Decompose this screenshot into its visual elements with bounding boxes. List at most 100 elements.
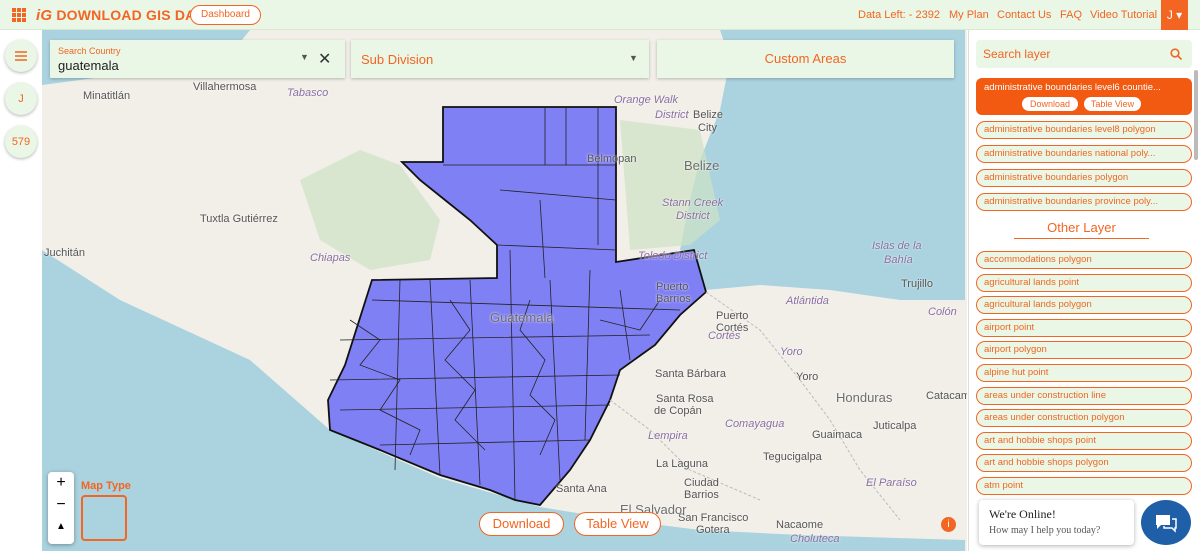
- map-label: Belmopan: [587, 153, 637, 165]
- map-label: District: [676, 210, 710, 222]
- dashboard-button[interactable]: Dashboard: [190, 5, 261, 25]
- map-label: Trujillo: [901, 278, 933, 290]
- chat-subtitle: How may I help you today?: [989, 525, 1101, 536]
- field-value: guatemala: [58, 58, 119, 73]
- map-label: La Laguna: [656, 458, 708, 470]
- map-label: Guaimaca: [812, 429, 863, 441]
- header: iG DOWNLOAD GIS DATA Dashboard Data Left…: [0, 0, 1200, 30]
- map-label: District: [655, 109, 689, 121]
- user-menu[interactable]: J ▾: [1161, 0, 1188, 30]
- search-icon: [1170, 48, 1182, 60]
- map-label: El Paraíso: [866, 477, 917, 489]
- map-canvas: [42, 30, 965, 551]
- map-label: Stann Creek: [662, 197, 724, 209]
- layer-panel: Search layer administrative boundaries l…: [968, 30, 1200, 551]
- download-button[interactable]: Download: [479, 512, 564, 536]
- map-label: City: [698, 122, 717, 134]
- map-label: Puerto: [656, 281, 689, 293]
- layer-search[interactable]: Search layer: [976, 40, 1192, 68]
- clear-button[interactable]: ✕: [318, 51, 332, 68]
- map-label: Orange Walk: [614, 94, 678, 106]
- subdivision-select[interactable]: Sub Division ▼: [351, 40, 649, 78]
- zoom-controls: + − ▲: [48, 472, 74, 544]
- borders: [609, 291, 901, 521]
- nav-link[interactable]: Contact Us: [997, 9, 1052, 21]
- map-type-thumbnail[interactable]: [81, 495, 127, 541]
- forest: [300, 150, 440, 270]
- nav-link[interactable]: Video Tutorial: [1090, 9, 1158, 21]
- apps-icon[interactable]: [12, 8, 26, 22]
- layer-item[interactable]: art and hobbie shops point: [976, 431, 1192, 450]
- sea: [680, 30, 965, 300]
- user-button[interactable]: J: [5, 83, 37, 115]
- layer-item[interactable]: art and hobbie shops polygon: [976, 454, 1192, 473]
- layer-item[interactable]: administrative boundaries level8 polygon: [976, 121, 1192, 139]
- map-label: Belize: [684, 158, 720, 173]
- zoom-out[interactable]: −: [56, 496, 66, 513]
- logo-icon: iG: [36, 7, 53, 24]
- chat-button[interactable]: [1141, 500, 1191, 545]
- menu-button[interactable]: [5, 40, 37, 72]
- map-label: Santa Rosa: [656, 393, 714, 405]
- map-label: Yoro: [780, 346, 803, 358]
- layer-item[interactable]: areas under construction polygon: [976, 409, 1192, 428]
- map-label: Villahermosa: [193, 81, 257, 93]
- forest: [620, 120, 720, 250]
- logo[interactable]: iG DOWNLOAD GIS DATA: [36, 7, 212, 24]
- country-search[interactable]: Search Country guatemala ▼ ✕: [50, 40, 345, 78]
- sea: [42, 250, 965, 551]
- map-label: Belize: [693, 109, 723, 121]
- map-label: Nacaome: [776, 519, 824, 531]
- layer-item[interactable]: administrative boundaries polygon: [976, 169, 1192, 187]
- logo-text: DOWNLOAD GIS DATA: [56, 7, 213, 23]
- layer-item[interactable]: airport point: [976, 318, 1192, 337]
- map-label: Cortés: [708, 330, 741, 342]
- table-view-button[interactable]: Table View: [574, 512, 661, 536]
- map-label: Santa Bárbara: [655, 368, 726, 380]
- map-label: Santa Ana: [556, 483, 607, 495]
- layer-item[interactable]: agricultural lands point: [976, 273, 1192, 292]
- layer-item[interactable]: agricultural lands polygon: [976, 296, 1192, 315]
- compass[interactable]: ▲: [56, 521, 66, 532]
- map-label: Toledo District: [638, 250, 708, 262]
- map-label: Minatitlán: [83, 90, 131, 102]
- map-label: Barrios: [656, 293, 691, 305]
- selected-layer-name: administrative boundaries level6 countie…: [984, 82, 1161, 93]
- other-layer-title: Other Layer: [1014, 220, 1149, 239]
- map-type-label: Map Type: [81, 480, 131, 492]
- info-button[interactable]: i: [941, 517, 956, 532]
- map-label: Juticalpa: [873, 420, 917, 432]
- field-placeholder: Sub Division: [361, 52, 434, 67]
- layer-item[interactable]: administrative boundaries national poly.…: [976, 145, 1192, 163]
- dropdown-arrow[interactable]: ▼: [300, 52, 309, 62]
- layer-download[interactable]: Download: [1022, 97, 1078, 111]
- map-label: Choluteca: [790, 533, 840, 545]
- map[interactable]: Minatitlán Villahermosa Tabasco Orange Walk…: [42, 30, 967, 551]
- count-button[interactable]: 579: [5, 126, 37, 158]
- map-label: Comayagua: [725, 418, 785, 430]
- zoom-in[interactable]: +: [56, 474, 66, 491]
- nav-link[interactable]: My Plan: [949, 9, 989, 21]
- map-label: Barrios: [684, 489, 719, 501]
- map-label: Lempira: [648, 430, 688, 442]
- map-label: Ciudad: [684, 477, 719, 489]
- custom-areas-button[interactable]: Custom Areas: [657, 40, 954, 78]
- search-placeholder: Search layer: [983, 47, 1051, 61]
- map-label: Islas de la: [872, 240, 922, 252]
- nav-link[interactable]: FAQ: [1060, 9, 1083, 21]
- map-label: Chiapas: [310, 252, 351, 264]
- map-label: Colón: [928, 306, 957, 318]
- scrollbar[interactable]: [1194, 70, 1198, 160]
- sidebar: J 579: [0, 30, 42, 551]
- menu-icon: [15, 51, 27, 61]
- layer-item[interactable]: atm point: [976, 477, 1192, 495]
- chat-popup[interactable]: We're Online! How may I help you today?: [979, 500, 1134, 545]
- layer-item[interactable]: accommodations polygon: [976, 251, 1192, 269]
- layer-item[interactable]: airport polygon: [976, 341, 1192, 360]
- country-polygon[interactable]: [327, 106, 708, 506]
- layer-table-view[interactable]: Table View: [1084, 97, 1141, 111]
- layer-item[interactable]: areas under construction line: [976, 386, 1192, 405]
- layer-item[interactable]: alpine hut point: [976, 364, 1192, 382]
- layer-item[interactable]: administrative boundaries province poly.…: [976, 193, 1192, 211]
- selected-layer[interactable]: administrative boundaries level6 countie…: [976, 78, 1192, 115]
